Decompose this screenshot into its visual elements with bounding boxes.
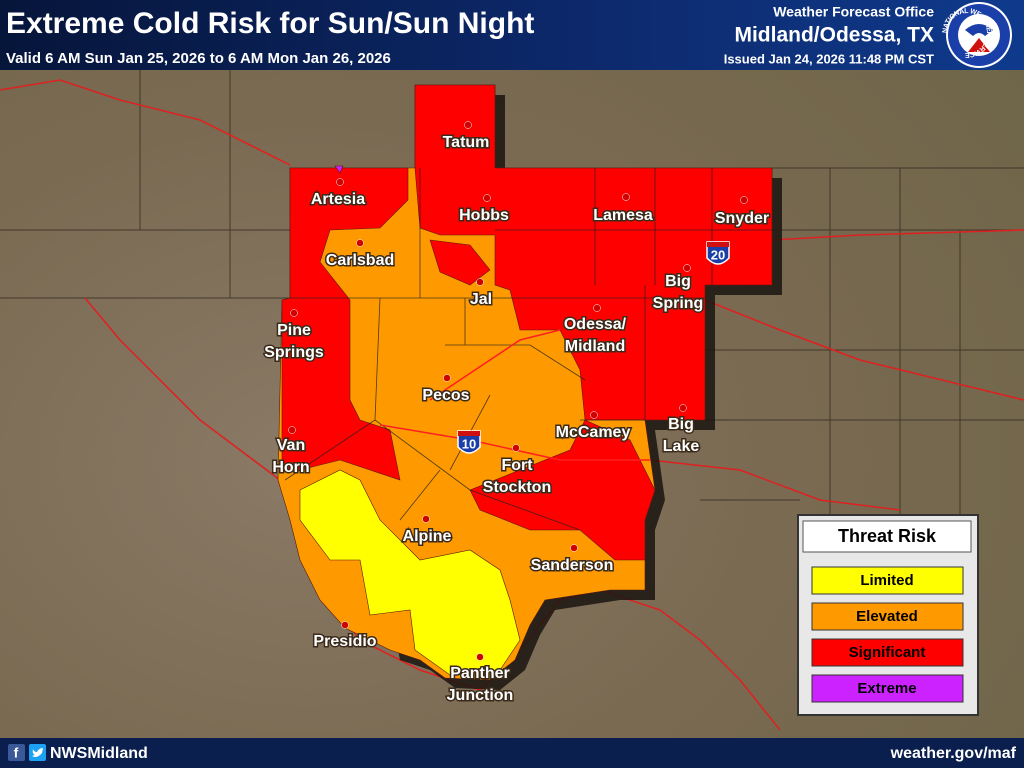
city-label: Alpine <box>403 528 452 545</box>
city-label: Junction <box>447 687 514 704</box>
city-label: Big <box>668 416 694 433</box>
zone-limited <box>299 469 521 676</box>
city-label: Pine <box>277 322 311 339</box>
city-dot <box>476 653 484 661</box>
issued: Issued Jan 24, 2026 11:48 PM CST <box>724 51 934 66</box>
city-label: Snyder <box>715 210 769 227</box>
city-label: McCamey <box>556 424 631 441</box>
zone-extreme <box>334 165 344 174</box>
title: Extreme Cold Risk for Sun/Sun Night <box>6 7 534 40</box>
facebook-f: f <box>14 745 19 761</box>
city-label: Panther <box>450 665 510 682</box>
footer-url: weather.gov/maf <box>890 745 1017 762</box>
city-label: Jal <box>470 291 492 308</box>
city-dot <box>341 621 349 629</box>
logo-storm <box>968 38 990 52</box>
city-dot <box>679 404 687 412</box>
city-label: Presidio <box>313 633 376 650</box>
city-label: Odessa/ <box>564 316 627 333</box>
city-label: Pecos <box>422 387 469 404</box>
zone-significant <box>414 84 773 421</box>
legend-title: Threat Risk <box>838 526 937 546</box>
city-dot <box>512 444 520 452</box>
interstate-10: 10 <box>457 430 481 454</box>
city-label: Artesia <box>311 191 365 208</box>
highway-number: 20 <box>711 247 725 262</box>
city-dot <box>288 426 296 434</box>
city-dot <box>356 239 364 247</box>
legend-label: Limited <box>860 572 913 589</box>
legend-swatch <box>811 602 964 631</box>
city-label: Horn <box>272 459 309 476</box>
city-dot <box>570 544 578 552</box>
city-dot <box>422 515 430 523</box>
county-lines <box>0 70 1024 520</box>
office-label: Weather Forecast Office <box>773 4 934 20</box>
legend-swatch <box>811 638 964 667</box>
city-label: Fort <box>501 457 533 474</box>
legend-label: Elevated <box>856 608 918 625</box>
city-dot <box>622 193 630 201</box>
legend-swatch <box>811 674 964 703</box>
city-label: Big <box>665 273 691 290</box>
city-dot <box>336 178 344 186</box>
city-label: Stockton <box>483 479 551 496</box>
zone-significant <box>429 239 491 286</box>
city-dot <box>443 374 451 382</box>
city-label: Sanderson <box>531 557 614 574</box>
footer-bar <box>0 738 1024 768</box>
city-label: Carlsbad <box>326 252 394 269</box>
shield <box>706 241 730 265</box>
nws-logo: NATIONAL WEATHER SERVICE <box>942 2 1012 68</box>
legend-title-box <box>802 520 972 553</box>
logo-cloud <box>965 24 993 36</box>
borders-roads <box>0 79 1024 731</box>
legend-label: Extreme <box>857 680 916 697</box>
city-dot <box>464 121 472 129</box>
city-dot <box>593 304 601 312</box>
city-dot <box>483 194 491 202</box>
header-bar <box>0 0 1024 70</box>
city-label: Van <box>277 437 305 454</box>
twitter-bird <box>32 748 43 757</box>
legend: Threat Risk Limited Elevated Significant Ex… <box>797 514 979 716</box>
shield <box>457 430 481 454</box>
subtitle: Valid 6 AM Sun Jan 25, 2026 to 6 AM Mon … <box>6 50 391 67</box>
city-label: Tatum <box>443 134 490 151</box>
city-label: Hobbs <box>459 207 509 224</box>
interstate-20: 20 <box>706 241 730 265</box>
city-dot <box>683 264 691 272</box>
logo-inner <box>958 14 1000 56</box>
city-dot <box>476 278 484 286</box>
city-label: Lamesa <box>593 207 653 224</box>
shield-top <box>458 431 480 436</box>
city-label: Lake <box>663 438 700 455</box>
facebook-icon <box>8 744 25 761</box>
city-dot <box>590 411 598 419</box>
city-label: Midland <box>565 338 625 355</box>
footer-handle: NWSMidland <box>50 745 148 762</box>
city-label: Springs <box>264 344 324 361</box>
legend-label: Significant <box>849 644 926 661</box>
city-dot <box>290 309 298 317</box>
shield-top <box>707 242 729 247</box>
zone-significant <box>281 167 409 481</box>
legend-swatch <box>811 566 964 595</box>
highway-number: 10 <box>462 436 476 451</box>
city-label: Spring <box>653 295 704 312</box>
city-dot <box>740 196 748 204</box>
office-name: Midland/Odessa, TX <box>734 24 934 47</box>
